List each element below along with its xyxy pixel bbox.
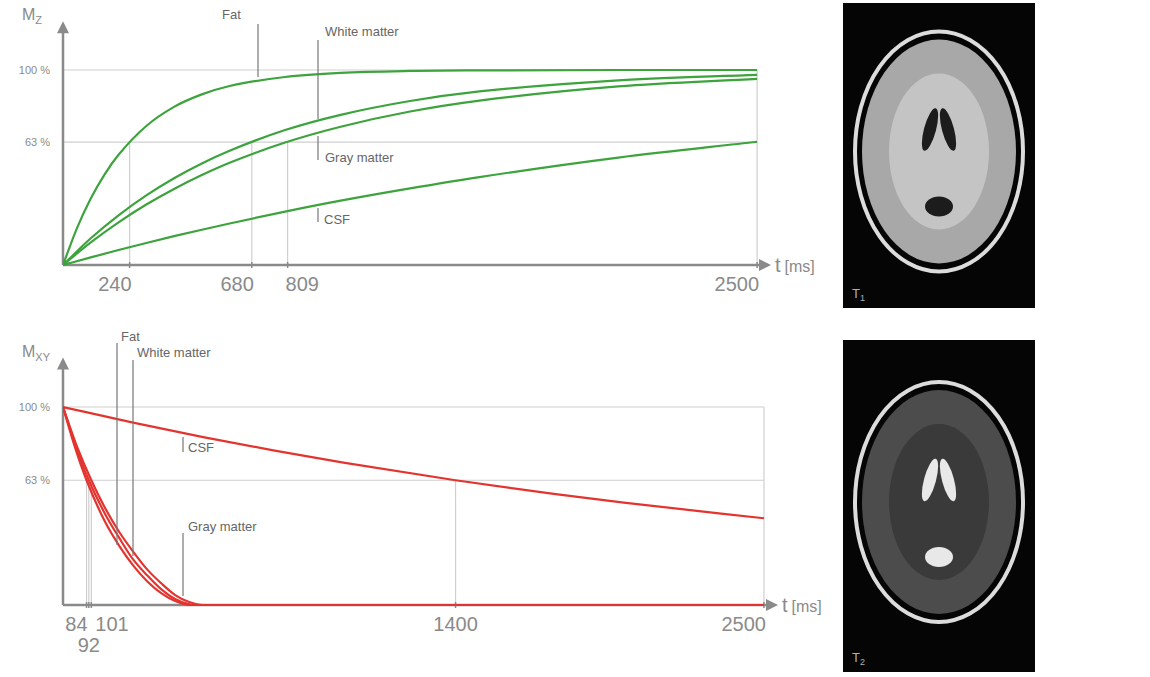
y-axis <box>62 27 65 265</box>
ventricle <box>919 457 942 503</box>
tick-line <box>757 70 758 265</box>
x-axis-label: t[ms] <box>782 594 822 616</box>
curve <box>63 142 757 265</box>
x-tick <box>86 602 88 608</box>
image-background <box>843 340 1035 672</box>
image-label-sub: 1 <box>860 293 865 303</box>
white-matter <box>889 74 989 230</box>
x-tick-label: 84 <box>65 613 87 635</box>
x-tick <box>91 602 93 608</box>
figure: 240680809250063 %100 %MZt[ms]FatWhite ma… <box>0 0 1150 677</box>
mri-image: T2 <box>843 340 1035 672</box>
leader-line <box>182 437 183 452</box>
leader-line <box>132 360 133 556</box>
y-axis <box>62 364 65 606</box>
tick-line <box>88 480 89 605</box>
x-tick-label: 2500 <box>715 273 760 295</box>
curve <box>63 75 757 265</box>
series-label: Gray matter <box>188 519 257 534</box>
axis-arrow <box>57 21 69 33</box>
y-axis-label: MZ <box>22 6 42 26</box>
series-label: CSF <box>188 440 214 455</box>
y-axis-label-sub: XY <box>35 351 50 363</box>
ventricle <box>925 197 953 217</box>
leader-line <box>317 208 318 222</box>
series-label: Gray matter <box>325 150 394 165</box>
tick-line <box>91 480 92 605</box>
curves <box>63 407 764 605</box>
curve <box>63 407 764 605</box>
x-tick-label: 240 <box>98 273 131 295</box>
curve <box>63 407 764 518</box>
y-tick-label: 100 % <box>19 64 50 76</box>
axis-arrow <box>766 599 778 611</box>
curve <box>63 407 764 605</box>
x-tick <box>287 262 289 268</box>
tick-line <box>287 142 288 265</box>
grid-line <box>63 480 764 481</box>
leader-line <box>182 533 183 596</box>
ventricle <box>925 547 953 567</box>
series-label: White matter <box>325 24 399 39</box>
leader-line <box>116 343 117 545</box>
x-tick <box>88 602 90 608</box>
background <box>0 0 1150 677</box>
chart-panel: 8492101 1400 2500 63 % 100 % MXY t[ms] FatWhite… <box>19 329 822 656</box>
tick-line <box>86 480 87 605</box>
x-tick <box>756 262 758 268</box>
image-label-sub: 2 <box>860 657 865 667</box>
y-tick-label: 63 % <box>25 136 50 148</box>
x-axis-label: t[ms] <box>775 254 815 276</box>
x-tick-label: 101 <box>95 613 128 635</box>
ventricle <box>937 457 960 503</box>
leader-line <box>317 40 318 119</box>
axis-arrow <box>57 358 69 370</box>
y-axis-label-sub: Z <box>35 14 42 26</box>
white-matter <box>889 424 989 580</box>
tick-line <box>455 480 456 605</box>
leader-line <box>257 24 258 77</box>
y-tick-label: 100 % <box>19 401 50 413</box>
skull <box>855 32 1023 272</box>
ventricle <box>937 107 960 153</box>
x-axis-unit: [ms] <box>785 258 815 275</box>
grid-line <box>63 142 757 143</box>
x-axis-unit: [ms] <box>792 598 822 615</box>
series-label: White matter <box>137 345 211 360</box>
curve <box>63 70 757 265</box>
series-label: CSF <box>324 212 350 227</box>
ventricle <box>919 107 942 153</box>
x-tick <box>129 262 131 268</box>
x-tick-label: 809 <box>286 273 319 295</box>
series-label: Fat <box>222 7 241 22</box>
axis-arrow <box>759 259 771 271</box>
grid-line <box>63 406 764 407</box>
image-background <box>843 3 1035 308</box>
x-tick <box>251 262 253 268</box>
tick-line <box>251 142 252 265</box>
tick-line <box>763 407 764 605</box>
curve <box>63 79 757 265</box>
x-axis <box>63 264 765 267</box>
brain <box>862 390 1016 614</box>
brain <box>862 40 1016 264</box>
series-label: Fat <box>121 329 140 344</box>
curve <box>63 407 764 605</box>
x-tick-label: 680 <box>220 273 253 295</box>
x-tick-label: 92 <box>78 634 100 656</box>
mri-image: T1 <box>843 3 1035 308</box>
image-label: T1 <box>852 286 865 303</box>
skull <box>855 382 1023 622</box>
leader-line <box>317 136 318 160</box>
x-tick-label: 2500 <box>721 613 766 635</box>
image-label: T2 <box>852 650 865 667</box>
y-axis-label: MXY <box>22 343 51 363</box>
x-tick-label: 1400 <box>433 613 478 635</box>
chart-panel: 240 680 809 2500 63 % 100 % MZ t[ms] Fat White ma… <box>19 6 815 295</box>
curves <box>63 70 757 265</box>
y-tick-label: 63 % <box>25 474 50 486</box>
